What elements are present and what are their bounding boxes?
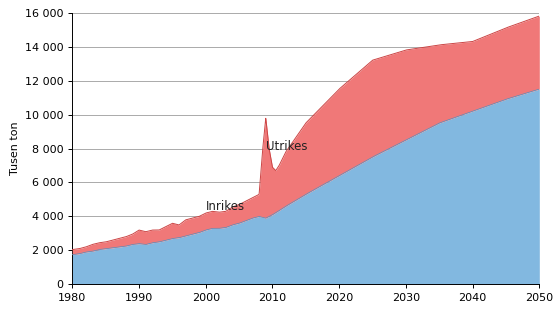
Text: Inrikes: Inrikes — [206, 200, 245, 213]
Text: Utrikes: Utrikes — [266, 140, 307, 153]
Y-axis label: Tusen ton: Tusen ton — [11, 122, 21, 175]
